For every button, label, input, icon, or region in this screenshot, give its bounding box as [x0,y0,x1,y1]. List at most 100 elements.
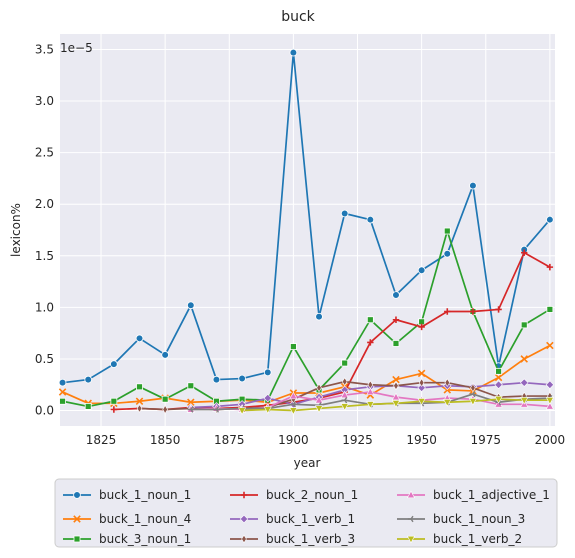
data-point [289,343,297,350]
y-tick-label: 2.5 [35,146,54,160]
data-point [212,375,221,384]
data-point [495,367,502,375]
data-point [136,404,143,413]
legend-marker [239,514,249,524]
data-point [418,378,425,388]
data-point [340,209,349,218]
data-point [135,334,144,343]
data-point [545,401,554,410]
data-point [392,340,400,347]
x-tick-label: 1925 [342,433,373,447]
legend-entry-buck_1_noun_1: buck_1_noun_1 [63,488,191,502]
x-tick-label: 1825 [86,433,117,447]
legend: buck_1_noun_1 buck_1_noun_4 buck_3_noun_1 b… [54,478,558,548]
y-offset-label: 1e−5 [60,41,93,55]
data-point [237,407,247,415]
data-point [341,397,348,404]
data-point [161,351,169,359]
x-tick-label: 2000 [535,433,566,447]
legend-marker [73,515,81,523]
legend-label: buck_3_noun_1 [99,532,191,546]
data-point [520,321,528,329]
data-point [470,383,476,393]
x-ticks: 1825 1850 1875 1900 1925 1950 1975 2000 [86,433,565,447]
legend-entry-buck_1_verb_2: buck_1_verb_2 [397,532,522,546]
data-point [187,382,195,390]
plot-area [60,34,555,426]
y-tick-label: 0.5 [35,352,54,366]
data-point [314,405,324,413]
data-point [340,403,349,411]
y-ticks: 0.0 0.5 1.0 1.5 2.0 2.5 3.0 3.5 [35,42,54,417]
data-point [366,215,375,224]
legend-label: buck_1_verb_2 [433,532,522,546]
legend-marker [406,490,416,499]
data-point [391,392,401,401]
data-point [366,401,375,409]
data-point [162,405,168,414]
data-point [469,308,477,315]
data-point [367,339,374,346]
data-point [59,397,66,405]
data-point [469,181,477,190]
data-point [289,407,298,415]
data-point [443,399,452,407]
data-point [546,306,554,313]
data-point [263,368,272,377]
data-point [392,291,400,299]
data-point [468,398,478,406]
data-point [546,215,554,224]
data-point [494,373,503,382]
data-point [110,397,118,405]
legend-marker [241,534,247,544]
legend-entry-buck_1_noun_3: buck_1_noun_3 [397,512,525,526]
data-point [238,374,246,383]
legend-entries: buck_1_noun_1 buck_1_noun_4 buck_3_noun_1 b… [63,488,550,546]
legend-label: buck_1_verb_3 [266,532,355,546]
data-point [494,396,503,404]
y-tick-label: 3.5 [35,42,54,56]
data-point [110,406,118,413]
data-point [289,391,298,400]
data-point [187,398,195,407]
data-point [366,387,375,396]
data-point [393,381,399,391]
data-point [443,249,452,258]
legend-entry-buck_1_verb_3: buck_1_verb_3 [230,532,355,546]
data-point [84,375,93,384]
data-point [315,312,323,321]
data-point [316,383,322,393]
data-point [392,375,400,384]
y-tick-label: 3.0 [35,94,54,108]
legend-entry-buck_3_noun_1: buck_3_noun_1 [63,532,191,546]
data-point [290,401,296,408]
data-point [418,323,425,331]
data-point [58,388,67,396]
series-buck_1_verb_2 [237,396,554,415]
data-point [110,360,118,368]
y-tick-label: 2.0 [35,197,54,211]
data-point [417,398,426,406]
data-point [444,378,451,388]
data-point [263,393,272,403]
legend-entry-buck_1_adjective_1: buck_1_adjective_1 [397,488,550,502]
data-point [546,341,554,350]
data-point [187,406,194,413]
legend-label: buck_1_noun_1 [99,488,191,502]
series-line [62,230,551,408]
legend-label: buck_1_noun_4 [99,512,191,526]
data-point [263,406,272,414]
legend-label: buck_1_noun_3 [433,512,525,526]
data-point [417,369,426,378]
data-point [444,308,451,315]
data-point [58,378,67,387]
y-tick-label: 1.5 [35,249,54,263]
y-axis-label: lexicon% [9,203,23,257]
data-point [391,400,401,408]
x-tick-label: 1975 [470,433,501,447]
data-point [443,227,451,235]
y-tick-label: 0.0 [35,404,54,418]
chart-title: buck [281,9,315,25]
x-tick-label: 1875 [214,433,245,447]
legend-marker [240,491,248,499]
